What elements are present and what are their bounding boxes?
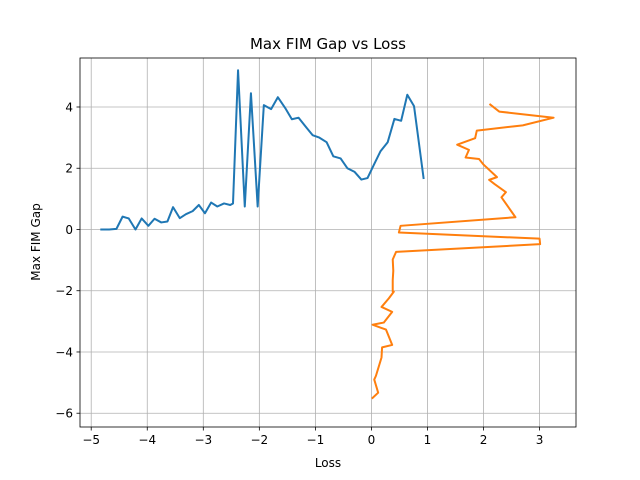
plot-series — [100, 69, 555, 400]
ticks: −5 −4 −3 −2 −1 0 1 2 3 −6 −4 −2 0 2 4 — [55, 100, 543, 447]
y-axis-label: Max FIM Gap — [29, 203, 43, 281]
y-tick-label: 2 — [65, 162, 73, 176]
x-tick-label: 3 — [536, 433, 544, 447]
y-tick-label: −2 — [55, 284, 73, 298]
x-tick-label: −5 — [82, 433, 100, 447]
x-tick-label: 0 — [368, 433, 376, 447]
y-tick-label: 4 — [65, 100, 73, 114]
x-tick-label: −4 — [138, 433, 156, 447]
y-tick-label: 0 — [65, 223, 73, 237]
x-tick-label: −3 — [194, 433, 212, 447]
y-tick-label: −6 — [55, 407, 73, 421]
x-tick-label: −2 — [250, 433, 268, 447]
plot-frame — [79, 57, 577, 428]
chart-title: Max FIM Gap vs Loss — [250, 35, 406, 53]
grid — [80, 58, 576, 427]
x-tick-label: 2 — [480, 433, 488, 447]
x-tick-label: 1 — [424, 433, 432, 447]
series-line-1 — [100, 69, 425, 231]
x-axis-label: Loss — [315, 456, 341, 470]
y-tick-label: −4 — [55, 345, 73, 359]
x-tick-label: −1 — [307, 433, 325, 447]
series-line-2 — [371, 103, 555, 400]
